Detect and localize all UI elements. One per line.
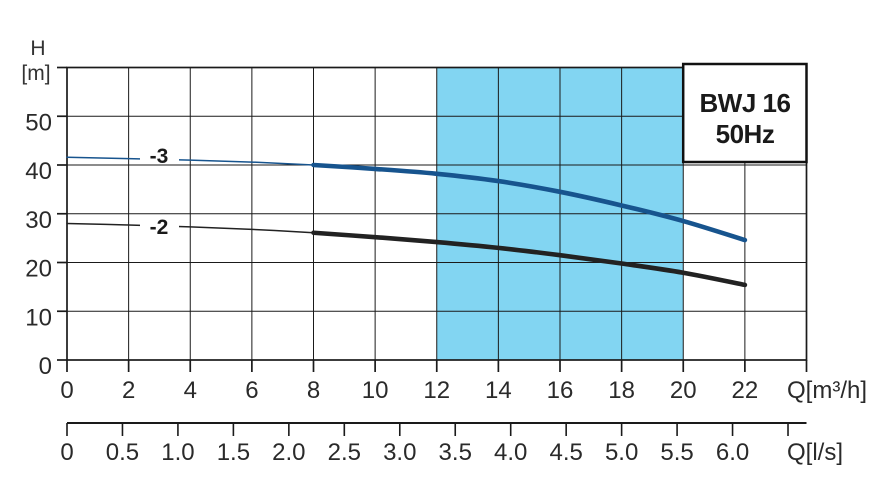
pump-curve-2-bold xyxy=(311,230,748,288)
secondary-x-tick-label: 5.0 xyxy=(605,439,638,466)
pump-curve-3-bold xyxy=(311,162,748,243)
secondary-x-tick-label: 0 xyxy=(60,439,73,466)
y-tick-label: 50 xyxy=(25,109,52,136)
secondary-x-tick-label: 3.0 xyxy=(383,439,416,466)
curve-label-minus2: -2 xyxy=(140,216,179,239)
x-axis-unit-ls: Q[l/s] xyxy=(787,439,843,466)
y-tick-label: 30 xyxy=(25,207,52,234)
y-tick-label: 20 xyxy=(25,256,52,283)
secondary-x-tick-label: 4.5 xyxy=(549,439,582,466)
x-tick-label: 4 xyxy=(184,377,197,404)
pump-curve-3-thin xyxy=(66,156,315,166)
y-tick-label: 0 xyxy=(39,353,52,380)
x-tick-label: 22 xyxy=(732,377,759,404)
curve-label-minus2-mask xyxy=(140,217,179,235)
pump-model-label: BWJ 16 xyxy=(700,88,791,118)
pump-curve-2-thin xyxy=(66,222,315,234)
frequency-label: 50Hz xyxy=(716,119,775,149)
secondary-x-tick-label: 2.5 xyxy=(328,439,361,466)
secondary-x-tick-label: 2.0 xyxy=(272,439,305,466)
y-axis-title: H [m] xyxy=(21,37,50,85)
curve-label-minus3-text: -3 xyxy=(150,145,169,168)
plot-area: 0 10 20 30 40 50 0 2 4 6 8 10 12 14 16 18 20 22 0 0.5 1.0 1.5… xyxy=(25,66,808,466)
secondary-x-tick-label: 1.5 xyxy=(217,439,250,466)
x-tick-label: 6 xyxy=(245,377,258,404)
secondary-x-tick-label: 1.0 xyxy=(161,439,194,466)
secondary-x-tick-label: 0.5 xyxy=(106,439,139,466)
x-axis-unit-m3h: Q[m³/h] xyxy=(787,377,867,404)
curve-label-minus2-text: -2 xyxy=(150,216,169,239)
y-axis-title-unit: [m] xyxy=(21,62,50,85)
secondary-x-tick-label: 3.5 xyxy=(439,439,472,466)
curve-label-minus3: -3 xyxy=(140,145,179,168)
secondary-x-tick-label: 4.0 xyxy=(494,439,527,466)
x-tick-label: 20 xyxy=(670,377,697,404)
x-tick-label: 0 xyxy=(60,377,73,404)
y-tick-label: 40 xyxy=(25,158,52,185)
curve-label-minus3-mask xyxy=(140,146,179,164)
x-tick-label: 16 xyxy=(547,377,574,404)
x-tick-label: 8 xyxy=(307,377,320,404)
secondary-x-tick-label: 5.5 xyxy=(660,439,693,466)
x-tick-label: 10 xyxy=(362,377,389,404)
title-box-frame xyxy=(681,62,808,164)
secondary-x-tick-label: 6.0 xyxy=(716,439,749,466)
y-tick-label: 10 xyxy=(25,304,52,331)
y-axis-title-h: H xyxy=(30,37,45,60)
x-tick-label: 18 xyxy=(608,377,635,404)
title-box: BWJ 16 50Hz xyxy=(681,62,808,164)
x-tick-label: 2 xyxy=(122,377,135,404)
x-tick-label: 14 xyxy=(485,377,512,404)
x-tick-label: 12 xyxy=(423,377,450,404)
